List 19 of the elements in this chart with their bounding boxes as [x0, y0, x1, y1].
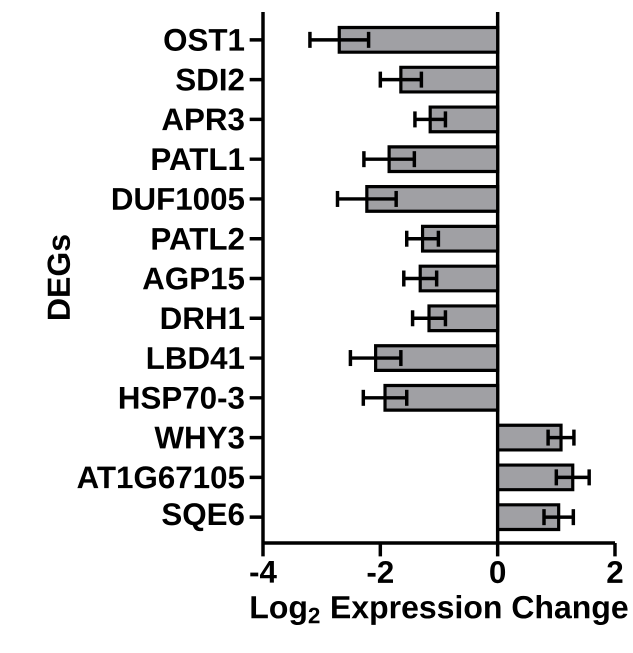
y-tick-label: AT1G67105: [77, 466, 244, 488]
x-tick-label: -4: [250, 561, 277, 583]
y-tick-label: OST1: [164, 28, 244, 51]
y-tick-label: PATL1: [152, 148, 244, 170]
y-tick-label: SDI2: [176, 68, 244, 91]
y-tick-label: DUF1005: [112, 188, 244, 210]
x-tick-label: 0: [490, 561, 506, 584]
y-tick-label: SQE6: [162, 503, 244, 532]
y-tick-label: DRH1: [162, 307, 244, 330]
y-axis-title: DEGs: [47, 235, 70, 319]
y-tick-label: LBD41: [148, 347, 244, 369]
y-tick-label: PATL2: [152, 228, 244, 250]
y-tick-label: HSP70-3: [120, 386, 244, 409]
x-tick-label: -2: [368, 561, 393, 583]
x-axis-title: Log$_{2}$ Expression Change: [251, 595, 628, 626]
x-tick-label: 2: [607, 561, 622, 583]
y-tick-label: AGP15: [142, 267, 244, 290]
y-tick-label: WHY3: [154, 426, 244, 449]
y-tick-label: APR3: [162, 108, 244, 131]
